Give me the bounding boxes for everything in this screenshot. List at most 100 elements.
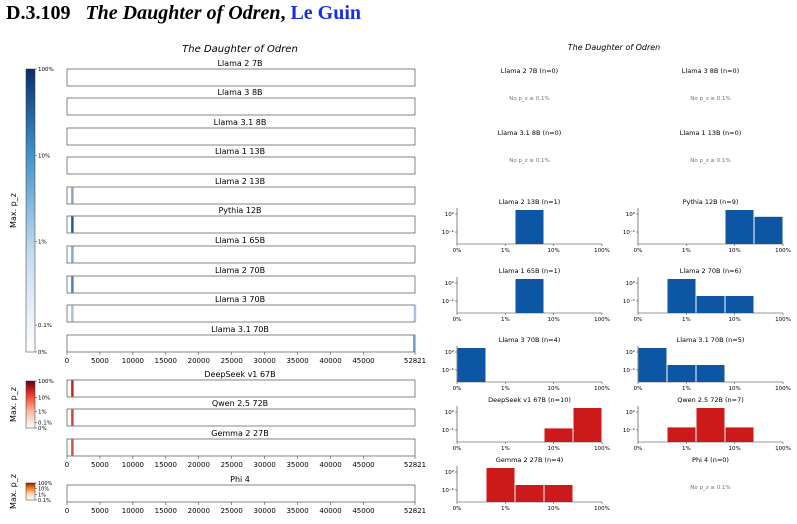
hist-y-tick-label: 10⁻¹ xyxy=(623,298,635,305)
hist-y-tick-label: 10⁰ xyxy=(445,469,455,476)
strip-frame xyxy=(66,484,416,503)
colorbar-tick-label: 0% xyxy=(38,350,47,356)
strip-frame xyxy=(66,334,416,353)
strip-frame xyxy=(66,186,416,205)
strip-frame xyxy=(66,275,416,294)
strip-title: Phi 4 xyxy=(230,475,250,484)
colorbar-tick-label: 10% xyxy=(38,487,49,493)
strip-title: Llama 3.1 8B xyxy=(214,118,267,127)
hist-bar xyxy=(515,279,544,313)
strip-title: DeepSeek v1 67B xyxy=(204,370,275,379)
strip-title: Llama 2 13B xyxy=(215,177,265,186)
hist-empty-note: No p_z ≥ 0.1% xyxy=(690,96,730,102)
hist-y-tick-label: 10⁻¹ xyxy=(623,427,635,434)
x-axis-tick-label: 10000 xyxy=(122,357,144,365)
hist-x-tick-label: 1% xyxy=(682,248,691,254)
x-axis-tick-label: 25000 xyxy=(221,507,243,515)
hist-x-tick-label: 100% xyxy=(775,446,791,452)
strip-frame xyxy=(66,127,416,146)
x-axis-tick-label: 25000 xyxy=(221,461,243,469)
hist-bar xyxy=(638,348,667,382)
colorbar-red xyxy=(25,380,36,429)
hist-x-tick-label: 100% xyxy=(594,386,610,392)
hist-title: Gemma 2 27B (n=4) xyxy=(496,456,564,464)
hist-x-tick-label: 10% xyxy=(729,446,741,452)
hist-x-tick-label: 100% xyxy=(775,317,791,323)
strip-mark xyxy=(413,305,417,322)
hist-x-tick-label: 1% xyxy=(682,446,691,452)
author-link[interactable]: Le Guin xyxy=(290,2,362,24)
strip-frame xyxy=(66,68,416,87)
hist-title: Llama 1 65B (n=1) xyxy=(499,267,561,275)
colorbar-tick-label: 1% xyxy=(38,410,47,416)
strip-frame xyxy=(66,245,416,264)
hist-y-tick-label: 10⁻¹ xyxy=(623,367,635,374)
strip-mark xyxy=(71,216,74,233)
strip-frame xyxy=(66,379,416,398)
x-axis-tick-label: 15000 xyxy=(155,461,177,469)
hist-y-tick-label: 10⁰ xyxy=(445,409,455,416)
hist-x-tick-label: 100% xyxy=(775,386,791,392)
strip-mark xyxy=(71,409,74,426)
x-axis-tick-label: 0 xyxy=(65,507,69,515)
x-axis-tick-label: 45000 xyxy=(352,507,374,515)
x-axis-tick-label: 30000 xyxy=(254,461,276,469)
strip-title: Llama 1 13B xyxy=(215,147,265,156)
hist-x-tick-label: 0% xyxy=(453,446,462,452)
strip-title: Llama 3 8B xyxy=(217,88,262,97)
hist-x-tick-label: 100% xyxy=(775,248,791,254)
hist-title: Llama 2 70B (n=6) xyxy=(680,267,742,275)
hist-x-tick-label: 10% xyxy=(548,506,560,512)
hist-bar xyxy=(573,408,602,442)
colorbar-tick-label: 10% xyxy=(38,395,50,401)
strip-title: Llama 2 7B xyxy=(217,59,262,68)
x-axis-tick-label: 20000 xyxy=(188,357,210,365)
hist-x-tick-label: 0% xyxy=(453,386,462,392)
hist-title: DeepSeek v1 67B (n=10) xyxy=(488,396,571,404)
hist-bar xyxy=(486,468,515,502)
colorbar-orange xyxy=(25,482,36,501)
hist-x-tick-label: 0% xyxy=(634,386,643,392)
hist-x-tick-label: 0% xyxy=(453,248,462,254)
hist-bar xyxy=(544,485,573,502)
hist-empty-note: No p_z ≥ 0.1% xyxy=(509,158,549,164)
x-axis-tick-label: 52821 xyxy=(404,461,426,469)
hist-x-tick-label: 100% xyxy=(594,446,610,452)
x-axis-tick-label: 0 xyxy=(65,461,69,469)
x-axis-tick-label: 20000 xyxy=(188,507,210,515)
strip-title: Llama 3.1 70B xyxy=(211,325,269,334)
heading-separator: , xyxy=(280,2,286,24)
colorbar-tick-label: 100% xyxy=(38,67,54,73)
hist-y-tick-label: 10⁰ xyxy=(445,211,455,218)
strip-frame xyxy=(66,438,416,457)
x-axis-tick-label: 52821 xyxy=(404,357,426,365)
hist-bar xyxy=(667,279,696,313)
hist-y-tick-label: 10⁰ xyxy=(626,409,636,416)
hist-x-tick-label: 1% xyxy=(501,446,510,452)
hist-bar xyxy=(544,428,573,442)
x-axis-tick-label: 45000 xyxy=(352,357,374,365)
hist-x-tick-label: 0% xyxy=(453,506,462,512)
hist-y-tick-label: 10⁻¹ xyxy=(442,487,454,494)
hist-x-tick-label: 10% xyxy=(548,248,560,254)
hist-x-tick-label: 100% xyxy=(594,317,610,323)
colorbar-tick-label: 0.1% xyxy=(38,323,52,329)
hist-x-tick-label: 1% xyxy=(682,317,691,323)
colorbar-tick-label: 1% xyxy=(38,492,46,498)
page-heading: D.3.109 The Daughter of Odren, Le Guin xyxy=(6,2,361,25)
hist-bar xyxy=(725,210,754,244)
hist-y-tick-label: 10⁻¹ xyxy=(442,367,454,374)
hist-x-tick-label: 10% xyxy=(548,386,560,392)
left-panel-title: The Daughter of Odren xyxy=(182,44,298,55)
hist-bar xyxy=(515,485,544,502)
strip-title: Qwen 2.5 72B xyxy=(212,399,268,408)
hist-bar xyxy=(457,348,486,382)
colorbar-tick-label: 10% xyxy=(38,153,50,159)
hist-bar xyxy=(696,296,725,313)
x-axis-tick-label: 0 xyxy=(65,357,69,365)
colorbar-tick-label: 0% xyxy=(38,426,47,432)
hist-y-tick-label: 10⁻¹ xyxy=(442,229,454,236)
hist-y-tick-label: 10⁻¹ xyxy=(442,298,454,305)
colorbar-blue xyxy=(25,68,36,353)
strip-title: Pythia 12B xyxy=(218,206,261,215)
